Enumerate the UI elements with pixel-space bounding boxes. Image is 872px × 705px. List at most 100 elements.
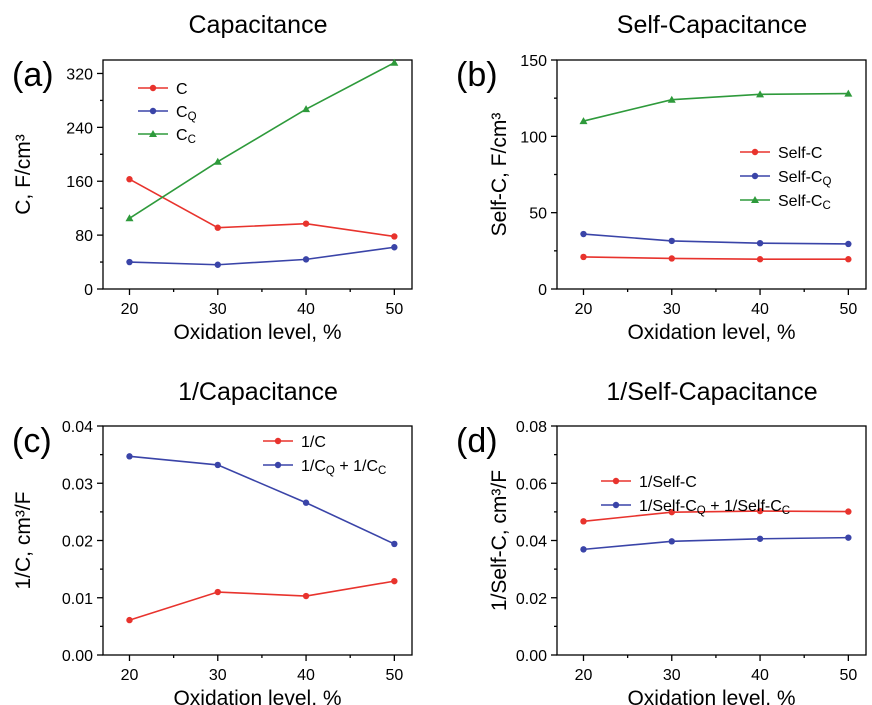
legend-label: CQ <box>176 104 197 123</box>
x-tick-label: 20 <box>121 667 139 684</box>
legend-entry: Self-CC <box>740 193 831 212</box>
y-tick-label: 0.03 <box>62 476 93 493</box>
data-point <box>126 259 132 265</box>
data-point <box>303 256 309 262</box>
panel-c: 1/Capacitance(c)203040500.000.010.020.03… <box>12 378 412 705</box>
data-point <box>845 256 851 262</box>
legend-text: 1/Self-C <box>639 474 697 491</box>
x-tick-label: 50 <box>385 301 403 318</box>
legend-text: 1/Self-C <box>639 498 697 515</box>
x-tick-label: 40 <box>751 301 769 318</box>
legend-entry: 1/Self-CQ + 1/Self-CC <box>601 498 790 517</box>
data-point <box>126 617 132 623</box>
panel-title: 1/Self-Capacitance <box>606 378 817 406</box>
legend-entry: 1/CQ + 1/CC <box>263 458 386 477</box>
legend-entry: 1/C <box>263 434 326 451</box>
data-point <box>303 500 309 506</box>
y-tick-label: 0 <box>84 282 93 299</box>
y-tick-label: 0.08 <box>516 419 547 436</box>
x-tick-label: 50 <box>385 667 403 684</box>
data-point <box>126 453 132 459</box>
y-tick-label: 0 <box>538 282 547 299</box>
legend-subscript: C <box>822 200 830 212</box>
data-point <box>757 256 763 262</box>
y-tick-label: 320 <box>66 66 93 83</box>
x-tick-label: 20 <box>121 301 139 318</box>
legend-label: Self-CQ <box>778 169 831 188</box>
legend-subscript: C <box>378 465 386 477</box>
y-tick-label: 0.06 <box>516 476 547 493</box>
data-point <box>303 593 309 599</box>
series-1 <box>126 244 397 268</box>
y-tick-label: 0.00 <box>62 648 93 665</box>
data-point <box>757 240 763 246</box>
y-axis-label: 1/C, cm³/F <box>12 492 35 590</box>
panel-letter: (b) <box>456 56 498 94</box>
legend-text: Self-C <box>778 169 822 186</box>
y-tick-label: 0.02 <box>62 534 93 551</box>
y-tick-label: 0.04 <box>516 534 547 551</box>
x-tick-label: 40 <box>297 301 315 318</box>
legend-entry: CC <box>138 127 196 146</box>
panel-letter: (a) <box>12 56 54 94</box>
data-point <box>845 534 851 540</box>
legend-entry: Self-C <box>740 145 822 162</box>
series-1 <box>580 534 851 552</box>
data-point <box>126 176 132 182</box>
data-point <box>391 244 397 250</box>
data-point <box>391 541 397 547</box>
series-line <box>129 581 394 620</box>
series-line <box>583 94 848 121</box>
y-tick-label: 150 <box>520 53 547 70</box>
legend-label: 1/C <box>301 434 326 451</box>
legend-label: 1/Self-C <box>639 474 697 491</box>
legend-label: Self-C <box>778 145 822 162</box>
x-tick-label: 20 <box>575 301 593 318</box>
legend-marker <box>613 478 619 484</box>
x-tick-label: 50 <box>839 301 857 318</box>
series-0 <box>126 176 397 240</box>
x-tick-label: 50 <box>839 667 857 684</box>
legend-text: + 1/C <box>335 458 378 475</box>
data-point <box>215 225 221 231</box>
series-line <box>129 247 394 265</box>
data-point <box>580 546 586 552</box>
panel-letter: (c) <box>12 422 52 460</box>
data-point <box>669 538 675 544</box>
plot-frame <box>103 60 412 289</box>
x-tick-label: 40 <box>297 667 315 684</box>
data-point <box>303 220 309 226</box>
panel-a: Capacitance(a)20304050080160240320Oxidat… <box>12 11 412 344</box>
panel-title: Capacitance <box>189 11 328 39</box>
panel-d: 1/Self-Capacitance(d)203040500.000.020.0… <box>456 378 866 705</box>
series-line <box>583 538 848 550</box>
x-axis-label: Oxidation level, % <box>627 687 795 705</box>
x-tick-label: 30 <box>209 301 227 318</box>
y-tick-label: 0.02 <box>516 591 547 608</box>
y-axis-label: C, F/cm³ <box>12 134 35 214</box>
x-tick-label: 40 <box>751 667 769 684</box>
legend-text: C <box>176 127 188 144</box>
legend-marker <box>150 85 156 91</box>
legend-text: 1/C <box>301 434 326 451</box>
data-point <box>215 462 221 468</box>
legend-subscript: Q <box>697 505 706 517</box>
legend-label: CC <box>176 127 196 146</box>
y-tick-label: 240 <box>66 120 93 137</box>
legend-text: C <box>176 81 188 98</box>
legend-label: 1/CQ + 1/CC <box>301 458 386 477</box>
data-point <box>669 238 675 244</box>
series-1 <box>580 231 851 247</box>
legend-marker <box>752 173 758 179</box>
data-point <box>757 536 763 542</box>
x-tick-label: 30 <box>663 301 681 318</box>
data-point <box>580 231 586 237</box>
legend-label: 1/Self-CQ + 1/Self-CC <box>639 498 790 517</box>
y-tick-label: 160 <box>66 174 93 191</box>
data-point <box>125 214 133 221</box>
series-line <box>583 257 848 259</box>
legend-entry: CQ <box>138 104 197 123</box>
data-point <box>215 262 221 268</box>
legend-entry: Self-CQ <box>740 169 831 188</box>
